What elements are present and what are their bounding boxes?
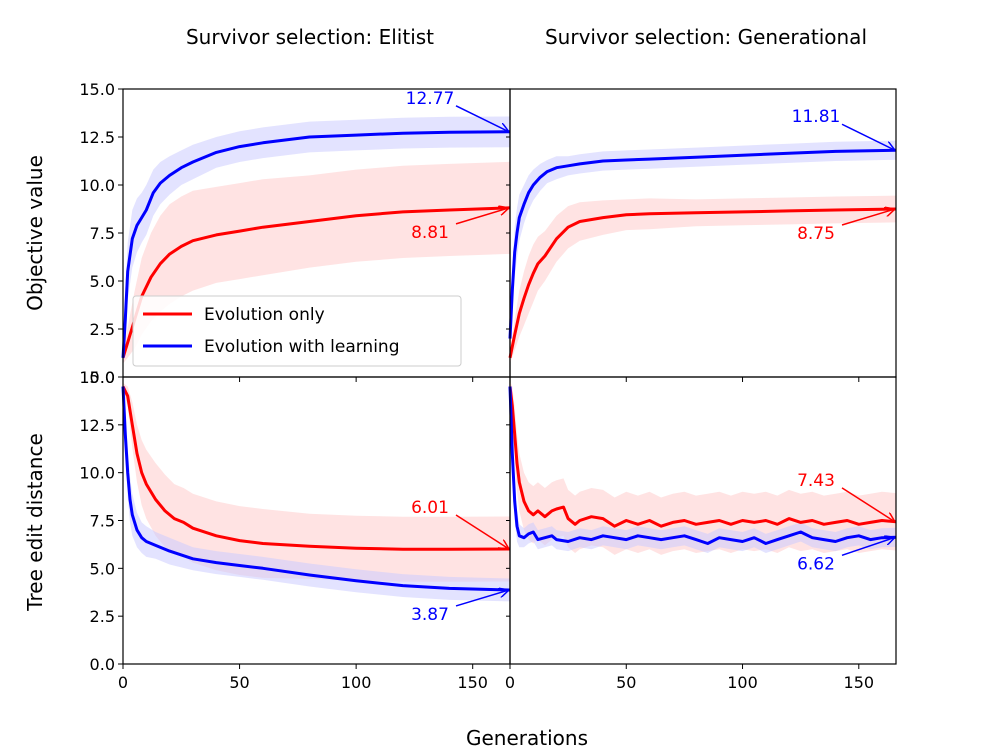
annotation-arrow — [841, 487, 895, 522]
y-tick-label: 10.0 — [79, 176, 115, 195]
panels: 0.0 2.5 5.0 7.5 10.0 12.5 15.0 12.77 8.81 11.81 8.… — [79, 80, 897, 692]
y-tick-label: 15.0 — [79, 80, 115, 99]
y-tick-label: 7.5 — [90, 512, 115, 531]
x-tick-label: 100 — [341, 673, 372, 692]
y-tick-label: 2.5 — [90, 607, 115, 626]
band-evolution-only — [123, 382, 510, 582]
band-evolution-learning — [123, 116, 510, 368]
annotation-arrow — [841, 537, 895, 557]
line-evolution-learning — [121, 130, 511, 358]
band-evolution-only — [510, 380, 896, 555]
annotation-label: 7.43 — [797, 471, 835, 491]
y-tick-label: 0.0 — [90, 655, 115, 674]
y-tick-label: 10.0 — [79, 464, 115, 483]
legend: Evolution only Evolution with learning — [132, 295, 462, 367]
line-evolution-only — [508, 386, 897, 528]
title-elitist: Survivor selection: Elitist — [186, 25, 434, 49]
y-tick-label: 0.0 — [90, 368, 115, 387]
annotation-label: 6.62 — [797, 554, 835, 574]
x-tick-label: 50 — [229, 673, 249, 692]
annotation-arrow — [841, 209, 895, 226]
legend-box — [132, 295, 462, 367]
band-evolution-only — [510, 195, 896, 364]
band-evolution-learning — [510, 140, 896, 349]
x-tick-label: 50 — [616, 673, 636, 692]
y-tick-label: 12.5 — [79, 416, 115, 435]
panel-objective-generational: 11.81 8.75 — [506, 88, 897, 382]
line-evolution-only — [508, 207, 897, 359]
y-tick-label: 15.0 — [79, 368, 115, 387]
band-evolution-learning — [123, 380, 510, 602]
panel-distance-generational: 0 50 100 150 7.43 6.62 — [505, 376, 897, 692]
legend-label-evolution-learning: Evolution with learning — [204, 337, 400, 357]
y-tick-label: 2.5 — [90, 320, 115, 339]
x-tick-label: 150 — [457, 673, 488, 692]
y-tick-label: 5.0 — [90, 272, 115, 291]
annotation-arrow — [841, 123, 895, 150]
line-evolution-only — [121, 385, 511, 551]
x-tick-label: 0 — [505, 673, 515, 692]
x-tick-label: 0 — [118, 673, 128, 692]
annotation-arrow — [455, 590, 509, 607]
x-tick-label: 150 — [844, 673, 875, 692]
annotation-label: 8.75 — [797, 224, 835, 244]
annotation-arrow — [455, 208, 509, 225]
annotation-label: 6.01 — [411, 498, 449, 518]
x-tick-label: 100 — [727, 673, 758, 692]
annotation-label: 3.87 — [411, 605, 449, 625]
annotation-arrow — [455, 105, 509, 132]
x-axis-label: Generations — [466, 726, 588, 747]
y-axis-label-objective: Objective value — [23, 155, 47, 311]
annotation-label: 12.77 — [406, 89, 455, 109]
panel-distance-elitist: 0.0 2.5 5.0 7.5 10.0 12.5 15.0 0 50 100 150 6.01 3.8… — [79, 368, 511, 692]
y-tick-label: 7.5 — [90, 224, 115, 243]
y-axis-label-distance: Tree edit distance — [23, 433, 47, 612]
annotation-label: 8.81 — [411, 223, 449, 243]
legend-label-evolution-only: Evolution only — [204, 305, 325, 325]
line-evolution-learning — [508, 386, 897, 545]
line-evolution-learning — [121, 386, 511, 592]
y-tick-label: 5.0 — [90, 559, 115, 578]
annotation-label: 11.81 — [792, 107, 841, 127]
line-evolution-learning — [508, 148, 897, 339]
y-tick-label: 12.5 — [79, 128, 115, 147]
annotation-arrow — [455, 514, 509, 549]
panel-objective-elitist: 0.0 2.5 5.0 7.5 10.0 12.5 15.0 12.77 8.81 — [79, 80, 511, 387]
title-generational: Survivor selection: Generational — [545, 25, 867, 49]
